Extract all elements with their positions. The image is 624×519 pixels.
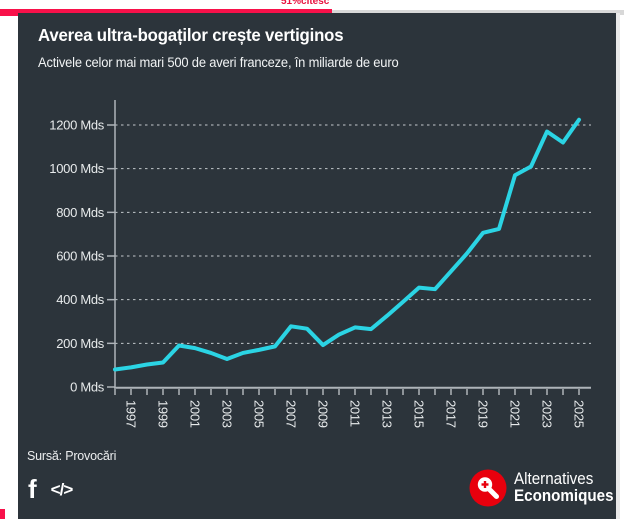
svg-text:0 Mds: 0 Mds: [70, 380, 105, 395]
brand-name-line2: Economiques: [514, 487, 614, 505]
brand-name-line1: Alternatives: [514, 469, 594, 488]
svg-text:400 Mds: 400 Mds: [56, 292, 105, 307]
svg-text:2019: 2019: [476, 400, 491, 428]
card-right-shadow: [616, 13, 620, 519]
svg-text:2001: 2001: [188, 400, 203, 428]
brand-name: Alternatives Economiques: [514, 469, 614, 506]
svg-text:2011: 2011: [348, 400, 363, 427]
svg-text:2017: 2017: [444, 400, 459, 428]
source-note: Sursă: Provocări: [27, 449, 117, 463]
chart-title: Averea ultra-bogaților crește vertiginos: [38, 25, 344, 45]
svg-text:600 Mds: 600 Mds: [56, 249, 105, 264]
share-toolbar: f </>: [28, 473, 74, 504]
svg-text:1000 Mds: 1000 Mds: [49, 161, 104, 176]
svg-text:1997: 1997: [124, 400, 139, 428]
magnifier-logo-icon: [469, 469, 507, 507]
svg-text:1999: 1999: [156, 400, 171, 428]
svg-text:800 Mds: 800 Mds: [56, 205, 105, 220]
svg-text:2015: 2015: [412, 400, 427, 428]
chart-subtitle: Activele celor mai mari 500 de averi fra…: [38, 55, 399, 70]
svg-text:1200 Mds: 1200 Mds: [49, 118, 104, 133]
reading-progress-label: 51%citesc: [281, 0, 330, 7]
brand-logo[interactable]: Alternatives Economiques: [469, 469, 622, 507]
facebook-icon[interactable]: f: [28, 473, 37, 504]
embed-code-icon[interactable]: </>: [50, 480, 74, 499]
svg-text:2025: 2025: [572, 400, 587, 428]
svg-text:2003: 2003: [220, 400, 235, 428]
svg-text:2005: 2005: [252, 400, 267, 428]
reading-progress-fill: [0, 9, 332, 16]
svg-text:2007: 2007: [284, 400, 299, 428]
svg-text:2023: 2023: [540, 400, 555, 428]
svg-text:200 Mds: 200 Mds: [56, 336, 105, 351]
chart-card: [18, 13, 616, 519]
svg-text:2021: 2021: [508, 400, 523, 428]
bottom-left-red-accent: [0, 509, 5, 519]
svg-text:2013: 2013: [380, 400, 395, 428]
svg-text:2009: 2009: [316, 400, 331, 428]
